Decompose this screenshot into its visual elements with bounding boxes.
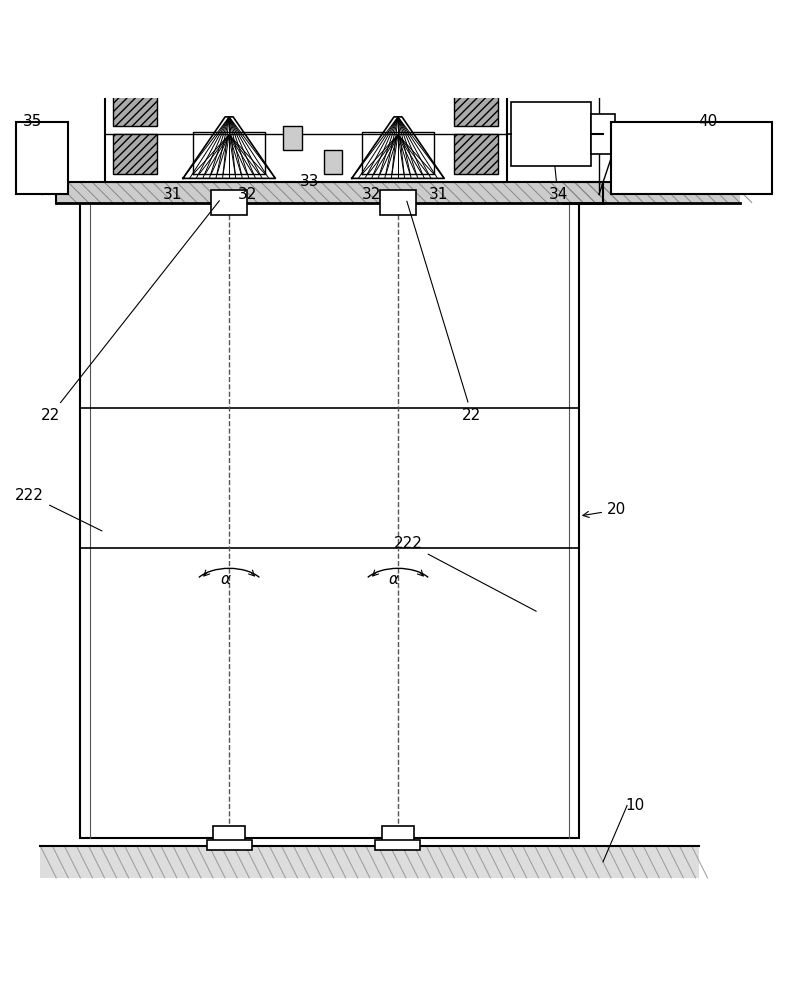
Bar xyxy=(381,826,414,846)
FancyBboxPatch shape xyxy=(104,86,506,182)
Text: α: α xyxy=(220,572,230,587)
Bar xyxy=(206,840,251,850)
Text: 222: 222 xyxy=(15,488,102,531)
Bar xyxy=(56,182,602,203)
Text: 32: 32 xyxy=(361,187,381,202)
FancyBboxPatch shape xyxy=(510,102,590,166)
Text: 40: 40 xyxy=(697,114,716,129)
Bar xyxy=(375,840,420,850)
FancyBboxPatch shape xyxy=(610,122,771,194)
Bar xyxy=(112,86,157,126)
Text: 32: 32 xyxy=(238,187,257,202)
Text: 33: 33 xyxy=(300,174,319,189)
Text: 20: 20 xyxy=(582,502,626,517)
Bar xyxy=(323,150,341,174)
Bar xyxy=(562,182,739,203)
Bar xyxy=(40,846,699,878)
Text: 10: 10 xyxy=(625,798,644,813)
Bar xyxy=(112,134,157,174)
Text: 22: 22 xyxy=(406,201,481,423)
FancyBboxPatch shape xyxy=(16,122,68,194)
Text: 31: 31 xyxy=(163,187,182,202)
Text: 22: 22 xyxy=(41,201,219,423)
FancyBboxPatch shape xyxy=(80,203,578,838)
FancyBboxPatch shape xyxy=(590,114,614,154)
Text: 31: 31 xyxy=(428,187,447,202)
Bar xyxy=(210,190,247,215)
Text: 35: 35 xyxy=(22,114,42,129)
Text: 222: 222 xyxy=(393,536,536,611)
Bar xyxy=(379,190,416,215)
Text: 34: 34 xyxy=(548,187,568,202)
Bar xyxy=(283,126,301,150)
Text: α: α xyxy=(389,572,398,587)
Bar xyxy=(213,826,245,846)
Bar xyxy=(454,86,498,126)
Bar xyxy=(454,134,498,174)
